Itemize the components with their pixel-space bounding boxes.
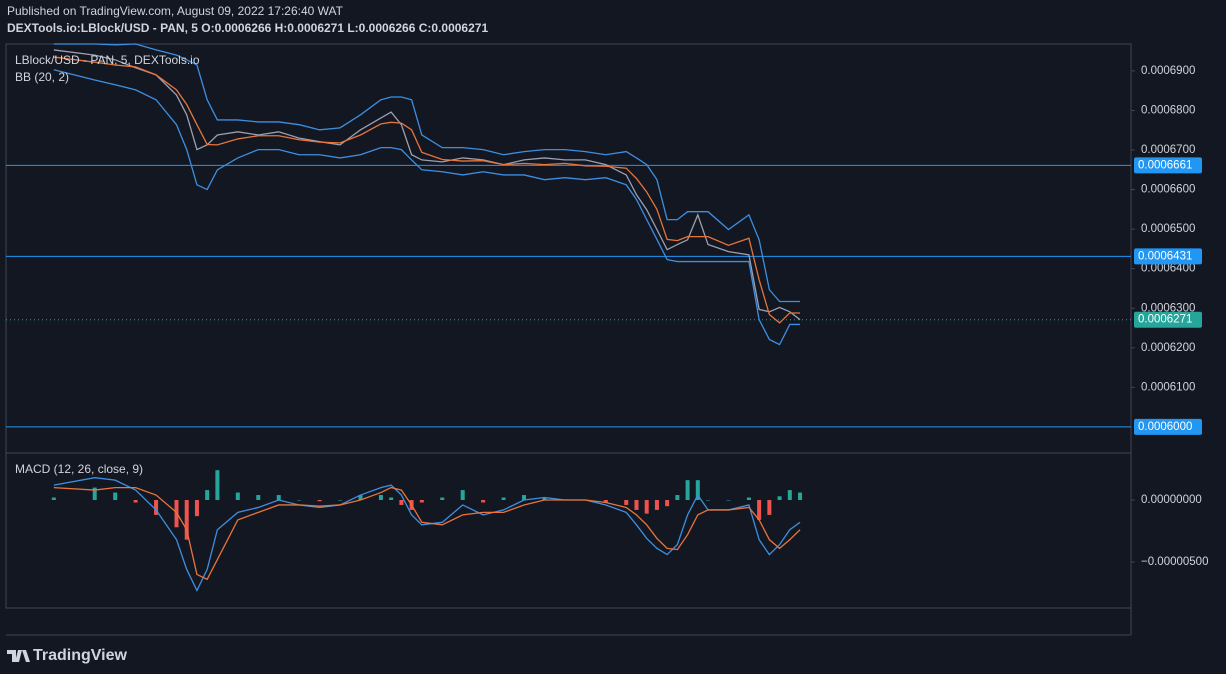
logo-icon: [7, 650, 30, 662]
histogram-bar: [194, 499, 199, 517]
histogram-bar: [184, 499, 189, 540]
histogram-bar: [297, 499, 302, 501]
histogram-bar: [256, 495, 261, 500]
histogram-bar: [685, 480, 690, 500]
series-line: [53, 477, 801, 593]
y-tick-label: 0.0006100: [1141, 381, 1195, 393]
histogram-bar: [276, 495, 281, 500]
histogram-bar: [726, 499, 731, 501]
level-label: 0.0006000: [1138, 421, 1192, 433]
histogram-bar: [624, 499, 629, 505]
histogram-bar: [92, 487, 97, 500]
level-label: 0.0006661: [1138, 159, 1192, 171]
last-price-label: 0.0006271: [1138, 314, 1192, 326]
histogram-bar: [695, 480, 700, 500]
histogram-bar: [777, 496, 782, 500]
histogram-bar: [133, 499, 138, 503]
histogram-bar: [235, 492, 240, 500]
histogram-bar: [675, 495, 680, 500]
histogram-bar: [460, 490, 465, 500]
histogram-bar: [389, 497, 394, 500]
histogram-bar: [644, 499, 649, 514]
histogram-bar: [378, 495, 383, 500]
brand-name: TradingView: [33, 647, 128, 664]
histogram-bar: [317, 499, 322, 502]
series-line: [53, 49, 801, 321]
series-line: [53, 486, 801, 581]
level-pill: [1134, 248, 1202, 265]
histogram-bar: [787, 490, 792, 500]
level-pill: [1134, 157, 1202, 174]
y-tick-label: −0.00000500: [1141, 556, 1208, 568]
histogram-bar: [501, 497, 506, 500]
series-line: [53, 43, 801, 303]
histogram-bar: [522, 495, 527, 500]
histogram-bar: [634, 499, 639, 510]
y-tick-label: 0.0006700: [1141, 144, 1195, 156]
published-line: Published on TradingView.com, August 09,…: [7, 4, 344, 18]
histogram-bar: [757, 499, 762, 520]
histogram-bar: [51, 497, 56, 500]
y-tick-label: 0.0006500: [1141, 223, 1195, 235]
ohlc-line: DEXTools.io:LBlock/USD - PAN, 5 O:0.0006…: [7, 21, 488, 35]
y-tick-label: 0.0006900: [1141, 65, 1195, 77]
histogram-bar: [399, 499, 404, 505]
histogram-bar: [358, 495, 363, 500]
histogram-bar: [205, 490, 210, 500]
histogram-bar: [215, 470, 220, 500]
series-line: [53, 56, 801, 324]
histogram-bar: [798, 492, 803, 500]
histogram-bar: [113, 492, 118, 500]
y-tick-label: 0.0006300: [1141, 302, 1195, 314]
price-pane-title: LBlock/USD - PAN, 5, DEXTools.io: [15, 53, 200, 67]
series-line: [53, 69, 801, 346]
brand-logo: [7, 650, 30, 662]
histogram-bar: [603, 499, 608, 503]
histogram-bar: [338, 499, 343, 501]
histogram-bar: [154, 499, 159, 515]
histogram-bar: [746, 497, 751, 500]
bb-legend: BB (20, 2): [15, 70, 69, 84]
histogram-bar: [665, 499, 670, 507]
y-tick-label: 0.0006600: [1141, 184, 1195, 196]
histogram-bar: [767, 499, 772, 515]
y-tick-label: 0.0006800: [1141, 104, 1195, 116]
histogram-bar: [440, 497, 445, 500]
macd-legend: MACD (12, 26, close, 9): [15, 462, 143, 476]
marks: [6, 43, 1131, 593]
level-pill: [1134, 418, 1202, 435]
histogram-bar: [419, 499, 424, 503]
histogram-bar: [706, 499, 711, 501]
level-label: 0.0006431: [1138, 250, 1192, 262]
last-price-pill: [1134, 311, 1202, 328]
histogram-bar: [542, 497, 547, 500]
y-tick-label: 0.0006200: [1141, 342, 1195, 354]
histogram-bar: [654, 499, 659, 510]
histogram-bar: [481, 499, 486, 503]
y-tick-label: 0.0006400: [1141, 263, 1195, 275]
labels: 0.0006900 0.0006800 0.0006700 0.0006600 0.00…: [1131, 65, 1208, 568]
y-tick-label: 0.00000000: [1141, 494, 1202, 506]
